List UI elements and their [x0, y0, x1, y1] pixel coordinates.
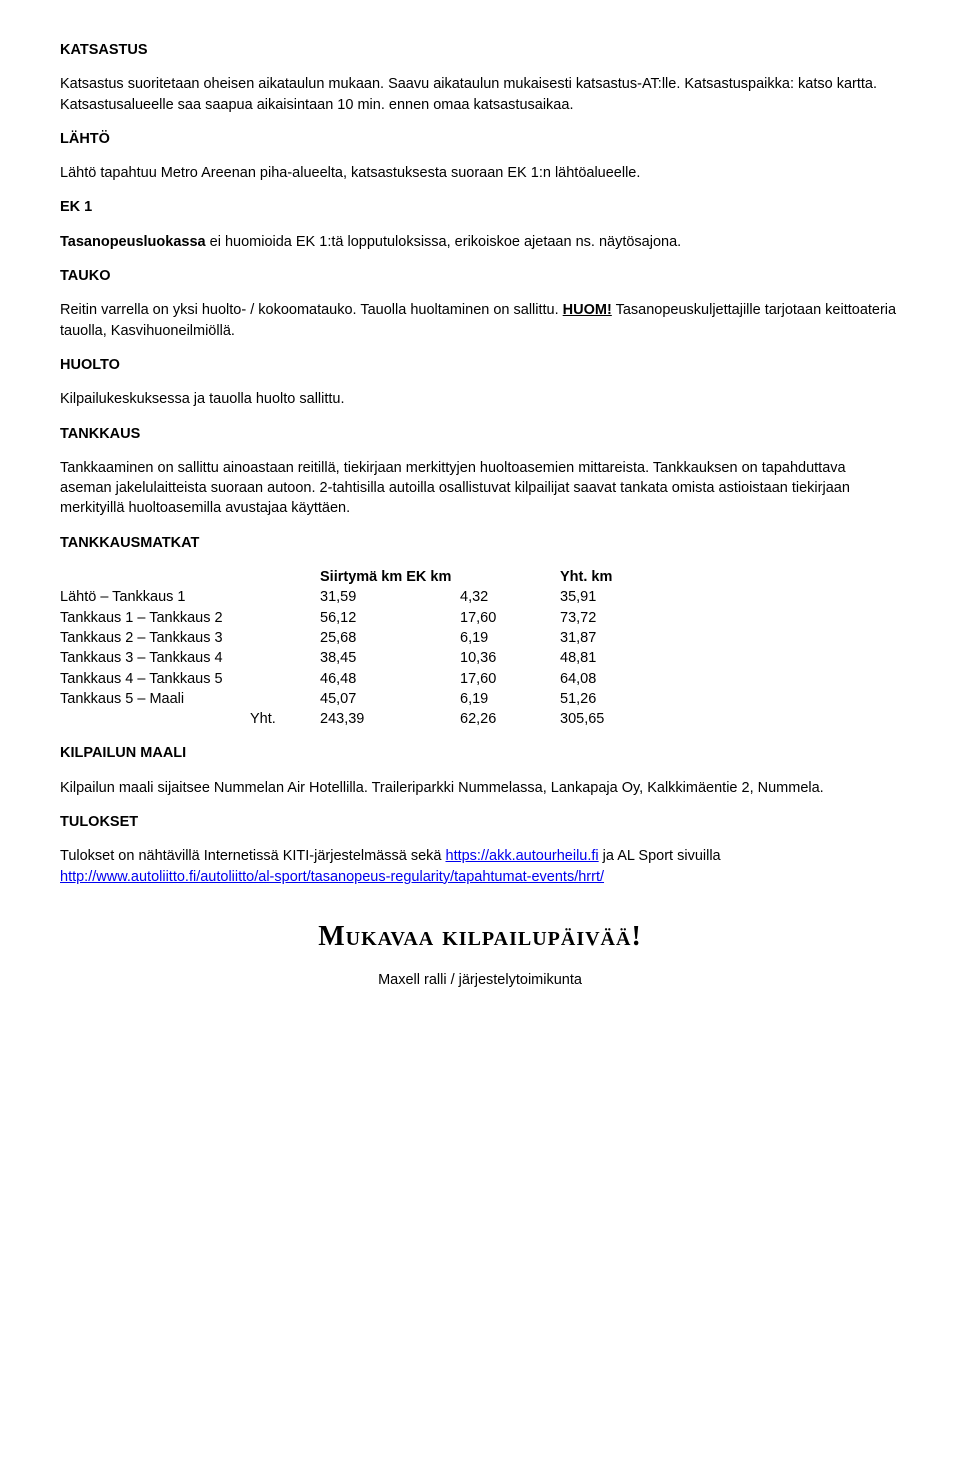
ek1-bold-lead: Tasanopeusluokassa — [60, 234, 206, 250]
text-katsastus: Katsastus suoritetaan oheisen aikataulun… — [60, 74, 900, 115]
table-row: Tankkaus 4 – Tankkaus 5 46,48 17,60 64,0… — [60, 669, 900, 689]
tulokset-before: Tulokset on nähtävillä Internetissä KITI… — [60, 848, 446, 864]
text-tankkaus: Tankkaaminen on sallittu ainoastaan reit… — [60, 458, 900, 519]
row-siirtyma: 38,45 — [320, 648, 460, 668]
tauko-huom: HUOM! — [563, 302, 612, 318]
section-huolto: HUOLTO Kilpailukeskuksessa ja tauolla hu… — [60, 355, 900, 410]
tankkaus-table: Siirtymä km EK km Yht. km Lähtö – Tankka… — [60, 567, 900, 729]
heading-katsastus: KATSASTUS — [60, 40, 900, 60]
heading-tankkaus: TANKKAUS — [60, 424, 900, 444]
table-row: Tankkaus 2 – Tankkaus 3 25,68 6,19 31,87 — [60, 628, 900, 648]
header-siirtyma: Siirtymä km EK km — [320, 567, 560, 587]
row-label: Tankkaus 4 – Tankkaus 5 — [60, 669, 320, 689]
row-yht: 51,26 — [560, 689, 660, 709]
section-tankkausmatkat: TANKKAUSMATKAT Siirtymä km EK km Yht. km… — [60, 533, 900, 730]
footer-sub: Maxell ralli / järjestelytoimikunta — [60, 970, 900, 990]
row-label: Tankkaus 1 – Tankkaus 2 — [60, 608, 320, 628]
heading-ek1: EK 1 — [60, 197, 900, 217]
text-tauko: Reitin varrella on yksi huolto- / kokoom… — [60, 300, 900, 341]
heading-tankkausmatkat: TANKKAUSMATKAT — [60, 533, 900, 553]
row-siirtyma: 56,12 — [320, 608, 460, 628]
heading-huolto: HUOLTO — [60, 355, 900, 375]
header-yht: Yht. km — [560, 567, 660, 587]
total-yht: 305,65 — [560, 709, 660, 729]
total-siirtyma: 243,39 — [320, 709, 460, 729]
row-ek: 17,60 — [460, 608, 560, 628]
row-yht: 31,87 — [560, 628, 660, 648]
ek1-rest: ei huomioida EK 1:tä lopputuloksissa, er… — [206, 234, 682, 250]
section-kilpailun-maali: KILPAILUN MAALI Kilpailun maali sijaitse… — [60, 743, 900, 798]
tulokset-link2[interactable]: http://www.autoliitto.fi/autoliitto/al-s… — [60, 869, 604, 885]
section-tankkaus: TANKKAUS Tankkaaminen on sallittu ainoas… — [60, 424, 900, 519]
text-huolto: Kilpailukeskuksessa ja tauolla huolto sa… — [60, 389, 900, 409]
total-label: Yht. — [60, 709, 320, 729]
row-siirtyma: 25,68 — [320, 628, 460, 648]
row-ek: 6,19 — [460, 628, 560, 648]
footer-title: Mukavaa kilpailupäivää! — [60, 917, 900, 956]
table-row: Tankkaus 3 – Tankkaus 4 38,45 10,36 48,8… — [60, 648, 900, 668]
table-row: Lähtö – Tankkaus 1 31,59 4,32 35,91 — [60, 587, 900, 607]
text-lahto: Lähtö tapahtuu Metro Areenan piha-alueel… — [60, 163, 900, 183]
text-kilpailun-maali: Kilpailun maali sijaitsee Nummelan Air H… — [60, 778, 900, 798]
heading-kilpailun-maali: KILPAILUN MAALI — [60, 743, 900, 763]
row-siirtyma: 46,48 — [320, 669, 460, 689]
table-row: Tankkaus 1 – Tankkaus 2 56,12 17,60 73,7… — [60, 608, 900, 628]
row-ek: 10,36 — [460, 648, 560, 668]
text-ek1: Tasanopeusluokassa ei huomioida EK 1:tä … — [60, 232, 900, 252]
row-ek: 17,60 — [460, 669, 560, 689]
row-ek: 6,19 — [460, 689, 560, 709]
total-ek: 62,26 — [460, 709, 560, 729]
row-yht: 64,08 — [560, 669, 660, 689]
row-label: Tankkaus 3 – Tankkaus 4 — [60, 648, 320, 668]
tulokset-link1[interactable]: https://akk.autourheilu.fi — [446, 848, 599, 864]
heading-lahto: LÄHTÖ — [60, 129, 900, 149]
heading-tauko: TAUKO — [60, 266, 900, 286]
row-label: Tankkaus 5 – Maali — [60, 689, 320, 709]
row-label: Tankkaus 2 – Tankkaus 3 — [60, 628, 320, 648]
heading-tulokset: TULOKSET — [60, 812, 900, 832]
tulokset-mid: ja AL Sport sivuilla — [599, 848, 721, 864]
row-yht: 73,72 — [560, 608, 660, 628]
table-total-row: Yht. 243,39 62,26 305,65 — [60, 709, 900, 729]
header-spacer — [60, 567, 320, 587]
text-tulokset: Tulokset on nähtävillä Internetissä KITI… — [60, 846, 900, 887]
row-siirtyma: 31,59 — [320, 587, 460, 607]
section-katsastus: KATSASTUS Katsastus suoritetaan oheisen … — [60, 40, 900, 115]
row-yht: 48,81 — [560, 648, 660, 668]
section-tauko: TAUKO Reitin varrella on yksi huolto- / … — [60, 266, 900, 341]
row-ek: 4,32 — [460, 587, 560, 607]
tauko-before: Reitin varrella on yksi huolto- / kokoom… — [60, 302, 563, 318]
section-ek1: EK 1 Tasanopeusluokassa ei huomioida EK … — [60, 197, 900, 252]
maali-small: Kalkkimäentie 2, Nummela. — [647, 780, 824, 796]
table-row: Tankkaus 5 – Maali 45,07 6,19 51,26 — [60, 689, 900, 709]
row-siirtyma: 45,07 — [320, 689, 460, 709]
table-header-row: Siirtymä km EK km Yht. km — [60, 567, 900, 587]
section-tulokset: TULOKSET Tulokset on nähtävillä Internet… — [60, 812, 900, 887]
row-label: Lähtö – Tankkaus 1 — [60, 587, 320, 607]
maali-before: Kilpailun maali sijaitsee Nummelan Air H… — [60, 780, 647, 796]
section-lahto: LÄHTÖ Lähtö tapahtuu Metro Areenan piha-… — [60, 129, 900, 184]
row-yht: 35,91 — [560, 587, 660, 607]
